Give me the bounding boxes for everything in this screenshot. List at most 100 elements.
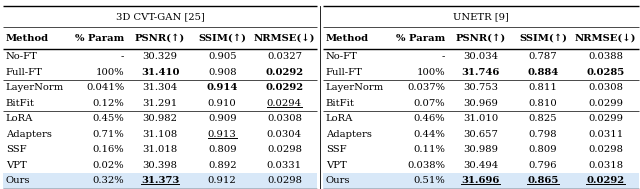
- Text: 30.398: 30.398: [143, 161, 177, 170]
- Text: -: -: [442, 52, 445, 61]
- Text: SSIM(↑): SSIM(↑): [519, 34, 567, 43]
- Text: 0.914: 0.914: [207, 83, 238, 92]
- Text: UNETR [9]: UNETR [9]: [452, 12, 509, 21]
- Bar: [3, 173, 317, 189]
- Text: 0.884: 0.884: [527, 68, 559, 77]
- Text: SSF: SSF: [6, 145, 26, 154]
- Text: Method: Method: [6, 34, 49, 43]
- Text: 0.0327: 0.0327: [267, 52, 302, 61]
- Bar: [323, 173, 639, 189]
- Text: 0.0304: 0.0304: [267, 130, 302, 139]
- Text: 0.0318: 0.0318: [588, 161, 623, 170]
- Text: No-FT: No-FT: [6, 52, 38, 61]
- Text: 0.0299: 0.0299: [588, 114, 623, 123]
- Text: 0.0292: 0.0292: [266, 83, 303, 92]
- Text: 0.825: 0.825: [529, 114, 557, 123]
- Text: 0.11%: 0.11%: [413, 145, 445, 154]
- Text: 30.753: 30.753: [463, 83, 498, 92]
- Text: 0.913: 0.913: [208, 130, 237, 139]
- Text: 0.0308: 0.0308: [588, 83, 623, 92]
- Text: 30.982: 30.982: [143, 114, 177, 123]
- Text: 0.02%: 0.02%: [93, 161, 124, 170]
- Text: 30.969: 30.969: [463, 99, 498, 108]
- Text: LoRA: LoRA: [6, 114, 33, 123]
- Text: 0.0298: 0.0298: [588, 145, 623, 154]
- Text: No-FT: No-FT: [326, 52, 358, 61]
- Text: LayerNorm: LayerNorm: [326, 83, 384, 92]
- Text: 0.0298: 0.0298: [267, 176, 302, 185]
- Text: NRMSE(↓): NRMSE(↓): [575, 34, 636, 43]
- Text: 0.32%: 0.32%: [93, 176, 124, 185]
- Text: 0.787: 0.787: [529, 52, 557, 61]
- Text: 0.041%: 0.041%: [86, 83, 124, 92]
- Text: BitFit: BitFit: [6, 99, 35, 108]
- Text: 30.657: 30.657: [463, 130, 498, 139]
- Text: LoRA: LoRA: [326, 114, 353, 123]
- Text: 31.410: 31.410: [141, 68, 179, 77]
- Text: 0.0331: 0.0331: [267, 161, 302, 170]
- Text: Full-FT: Full-FT: [326, 68, 363, 77]
- Text: 0.0388: 0.0388: [588, 52, 623, 61]
- Text: 0.038%: 0.038%: [407, 161, 445, 170]
- Text: 0.51%: 0.51%: [413, 176, 445, 185]
- Text: -: -: [121, 52, 124, 61]
- Text: % Param: % Param: [396, 34, 445, 43]
- Text: 0.0294: 0.0294: [267, 99, 302, 108]
- Text: 0.71%: 0.71%: [93, 130, 124, 139]
- Text: 31.304: 31.304: [142, 83, 178, 92]
- Text: Ours: Ours: [326, 176, 350, 185]
- Text: 100%: 100%: [416, 68, 445, 77]
- Text: 30.329: 30.329: [143, 52, 177, 61]
- Text: % Param: % Param: [75, 34, 124, 43]
- Text: 0.910: 0.910: [208, 99, 237, 108]
- Text: SSF: SSF: [326, 145, 346, 154]
- Text: 0.0308: 0.0308: [267, 114, 302, 123]
- Text: LayerNorm: LayerNorm: [6, 83, 64, 92]
- Text: 0.905: 0.905: [208, 52, 237, 61]
- Text: 0.0311: 0.0311: [588, 130, 623, 139]
- Text: 31.746: 31.746: [461, 68, 500, 77]
- Text: 3D CVT-GAN [25]: 3D CVT-GAN [25]: [116, 12, 204, 21]
- Text: 0.908: 0.908: [208, 68, 237, 77]
- Text: Adapters: Adapters: [6, 130, 52, 139]
- Text: 0.0292: 0.0292: [266, 68, 303, 77]
- Text: PSNR(↑): PSNR(↑): [456, 34, 506, 43]
- Text: 0.037%: 0.037%: [407, 83, 445, 92]
- Text: 0.798: 0.798: [529, 130, 557, 139]
- Text: 0.46%: 0.46%: [413, 114, 445, 123]
- Text: 30.989: 30.989: [463, 145, 498, 154]
- Text: 0.909: 0.909: [208, 114, 237, 123]
- Text: 30.494: 30.494: [463, 161, 499, 170]
- Text: 0.809: 0.809: [529, 145, 557, 154]
- Text: 0.0292: 0.0292: [586, 176, 625, 185]
- Text: 100%: 100%: [96, 68, 124, 77]
- Text: 0.0299: 0.0299: [588, 99, 623, 108]
- Text: 0.12%: 0.12%: [93, 99, 124, 108]
- Text: Method: Method: [326, 34, 369, 43]
- Text: 31.018: 31.018: [142, 145, 178, 154]
- Text: 0.809: 0.809: [208, 145, 237, 154]
- Text: 0.796: 0.796: [529, 161, 557, 170]
- Text: 30.034: 30.034: [463, 52, 498, 61]
- Text: 31.291: 31.291: [142, 99, 178, 108]
- Text: 0.0298: 0.0298: [267, 145, 302, 154]
- Text: 0.16%: 0.16%: [93, 145, 124, 154]
- Text: Full-FT: Full-FT: [6, 68, 43, 77]
- Text: VPT: VPT: [6, 161, 26, 170]
- Text: PSNR(↑): PSNR(↑): [135, 34, 185, 43]
- Text: 31.696: 31.696: [461, 176, 500, 185]
- Text: SSIM(↑): SSIM(↑): [198, 34, 246, 43]
- Text: 0.07%: 0.07%: [413, 99, 445, 108]
- Text: Ours: Ours: [6, 176, 30, 185]
- Text: 0.865: 0.865: [527, 176, 559, 185]
- Text: VPT: VPT: [326, 161, 346, 170]
- Text: Adapters: Adapters: [326, 130, 372, 139]
- Text: 0.810: 0.810: [529, 99, 557, 108]
- Text: 31.108: 31.108: [142, 130, 178, 139]
- Text: 0.912: 0.912: [208, 176, 237, 185]
- Text: 31.373: 31.373: [141, 176, 179, 185]
- Text: NRMSE(↓): NRMSE(↓): [253, 34, 315, 43]
- Text: BitFit: BitFit: [326, 99, 355, 108]
- Text: 0.811: 0.811: [529, 83, 557, 92]
- Text: 0.892: 0.892: [208, 161, 237, 170]
